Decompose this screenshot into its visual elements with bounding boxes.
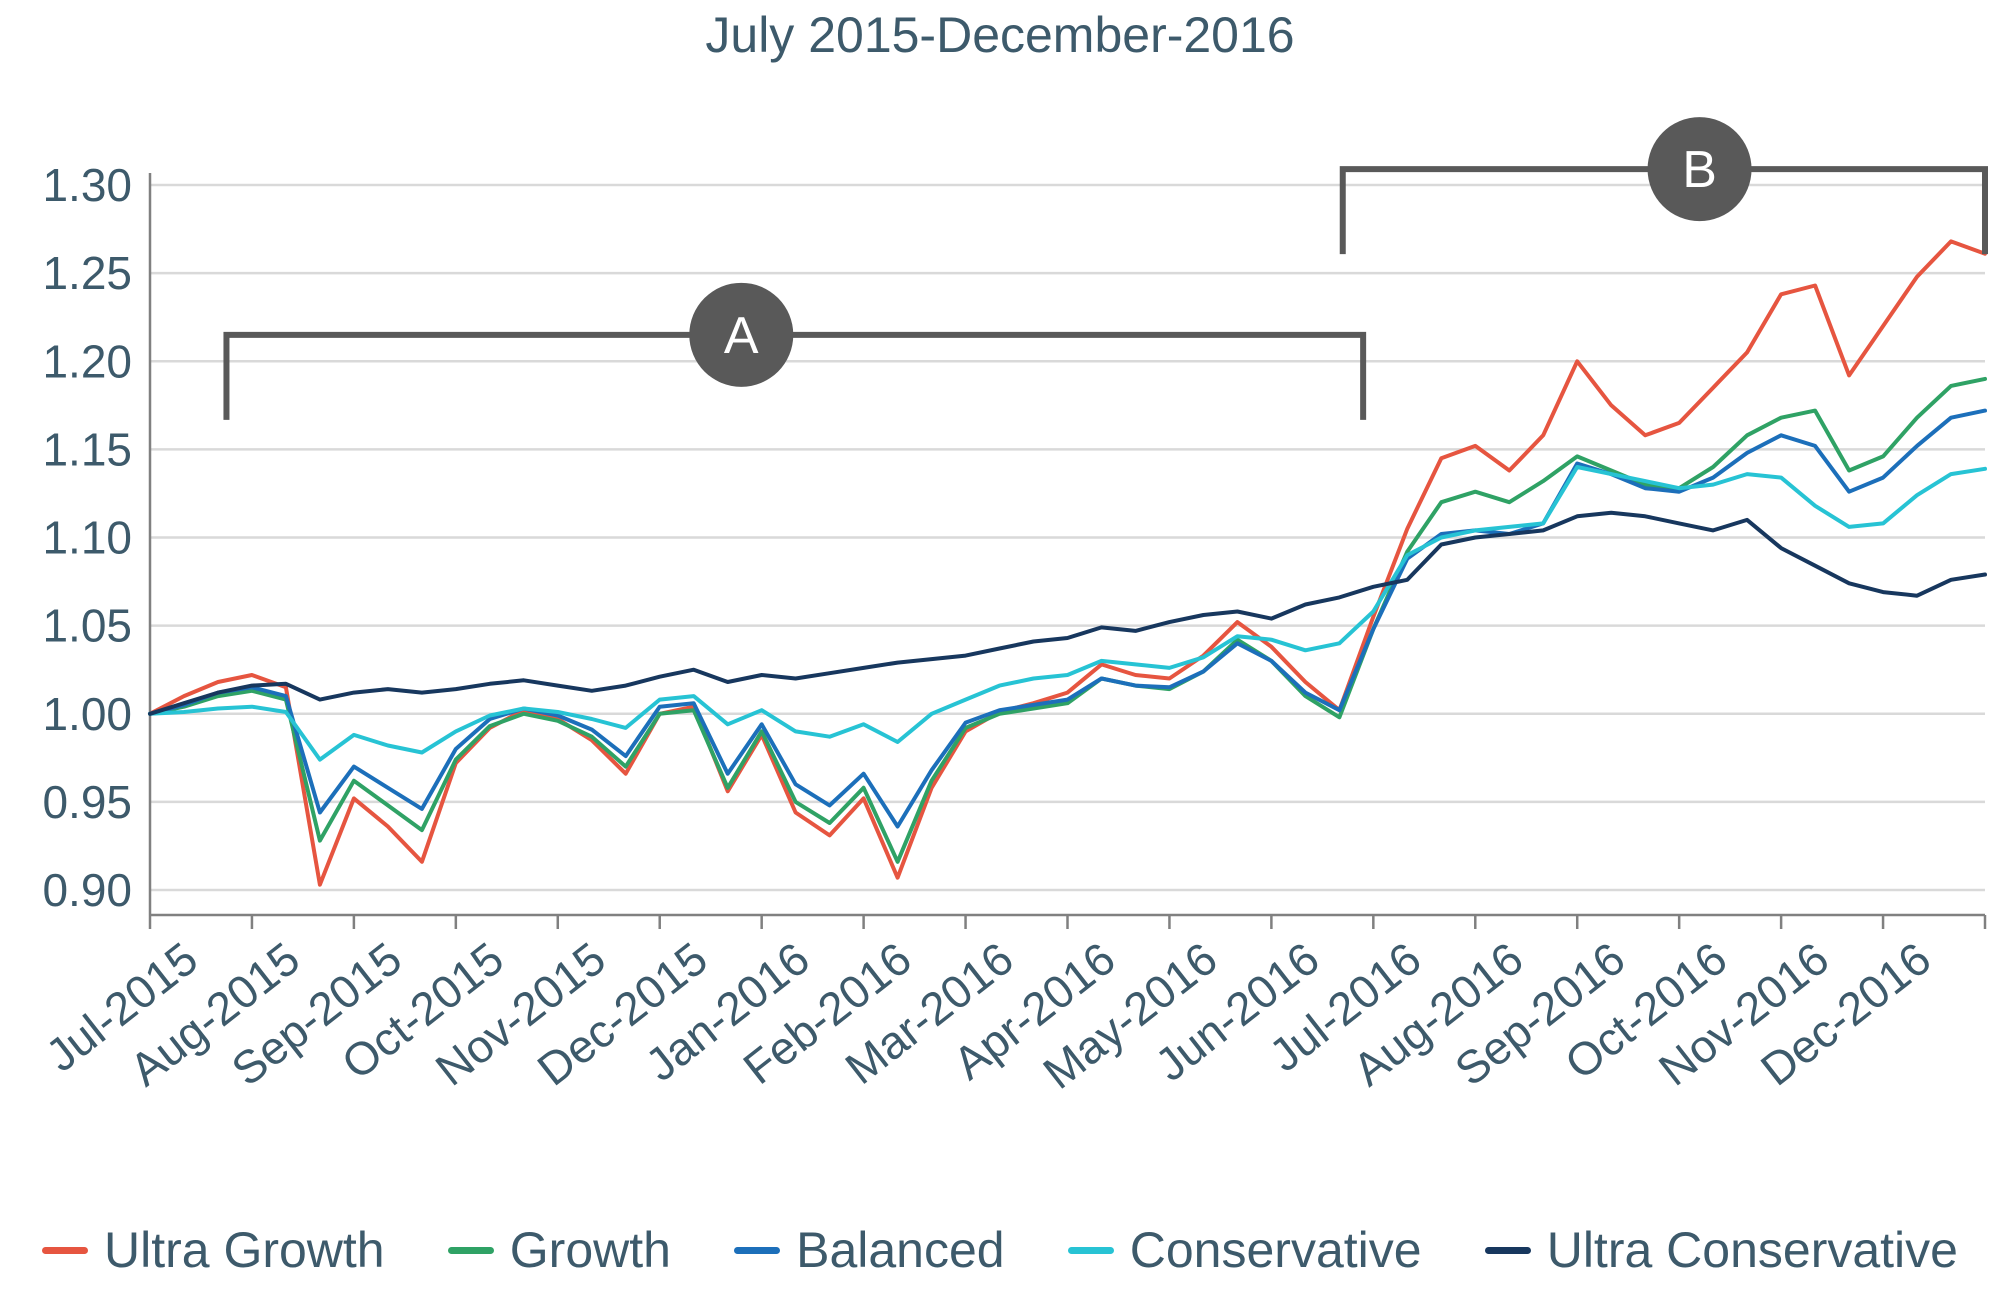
legend-label: Conservative <box>1129 1222 1422 1278</box>
legend: Ultra Growth Growth Balanced Conservative Ul… <box>0 1210 2000 1290</box>
y-axis-tick-label: 1.30 <box>42 159 132 211</box>
legend-item-growth: Growth <box>447 1221 671 1279</box>
series-line-conservative <box>148 465 1987 762</box>
y-axis-tick-label: 1.05 <box>42 600 132 652</box>
series-line-ultra-conservative <box>148 510 1987 716</box>
legend-label: Growth <box>509 1222 671 1278</box>
legend-swatch-balanced <box>734 1246 781 1254</box>
y-axis-tick-label: 1.10 <box>42 512 132 564</box>
legend-item-balanced: Balanced <box>734 1221 1005 1279</box>
chart-title: July 2015-December-2016 <box>705 7 1295 63</box>
y-axis-tick-label: 1.20 <box>42 335 132 387</box>
annotation-label-b: B <box>1682 141 1717 199</box>
y-axis-tick-label: 0.95 <box>42 776 132 828</box>
legend-swatch-ultra-conservative <box>1484 1246 1531 1254</box>
legend-label: Ultra Growth <box>104 1222 385 1278</box>
series-line-growth <box>148 376 1987 864</box>
y-axis-tick-label: 1.00 <box>42 688 132 740</box>
legend-swatch-ultra-growth <box>42 1246 88 1254</box>
legend-label: Ultra Conservative <box>1546 1222 1958 1278</box>
y-axis-tick-label: 0.90 <box>42 864 132 916</box>
y-axis-tick-label: 1.25 <box>42 247 132 299</box>
y-axis-tick-label: 1.15 <box>42 423 132 475</box>
annotation-label-a: A <box>724 307 759 365</box>
legend-swatch-growth <box>447 1246 494 1254</box>
plot-area: 0.900.951.001.051.101.151.201.251.30Jul-… <box>36 117 1988 1099</box>
legend-swatch-conservative <box>1067 1246 1114 1254</box>
annotation-bracket-a <box>223 331 1367 420</box>
annotation-circle-a <box>689 282 794 387</box>
series-line-balanced <box>148 408 1987 829</box>
legend-label: Balanced <box>796 1222 1005 1278</box>
legend-item-ultra-growth: Ultra Growth <box>42 1221 385 1279</box>
legend-item-conservative: Conservative <box>1067 1221 1422 1279</box>
legend-item-ultra-conservative: Ultra Conservative <box>1484 1221 1958 1279</box>
series-line-ultra-growth <box>148 239 1987 887</box>
annotation-circle-b <box>1647 117 1752 222</box>
